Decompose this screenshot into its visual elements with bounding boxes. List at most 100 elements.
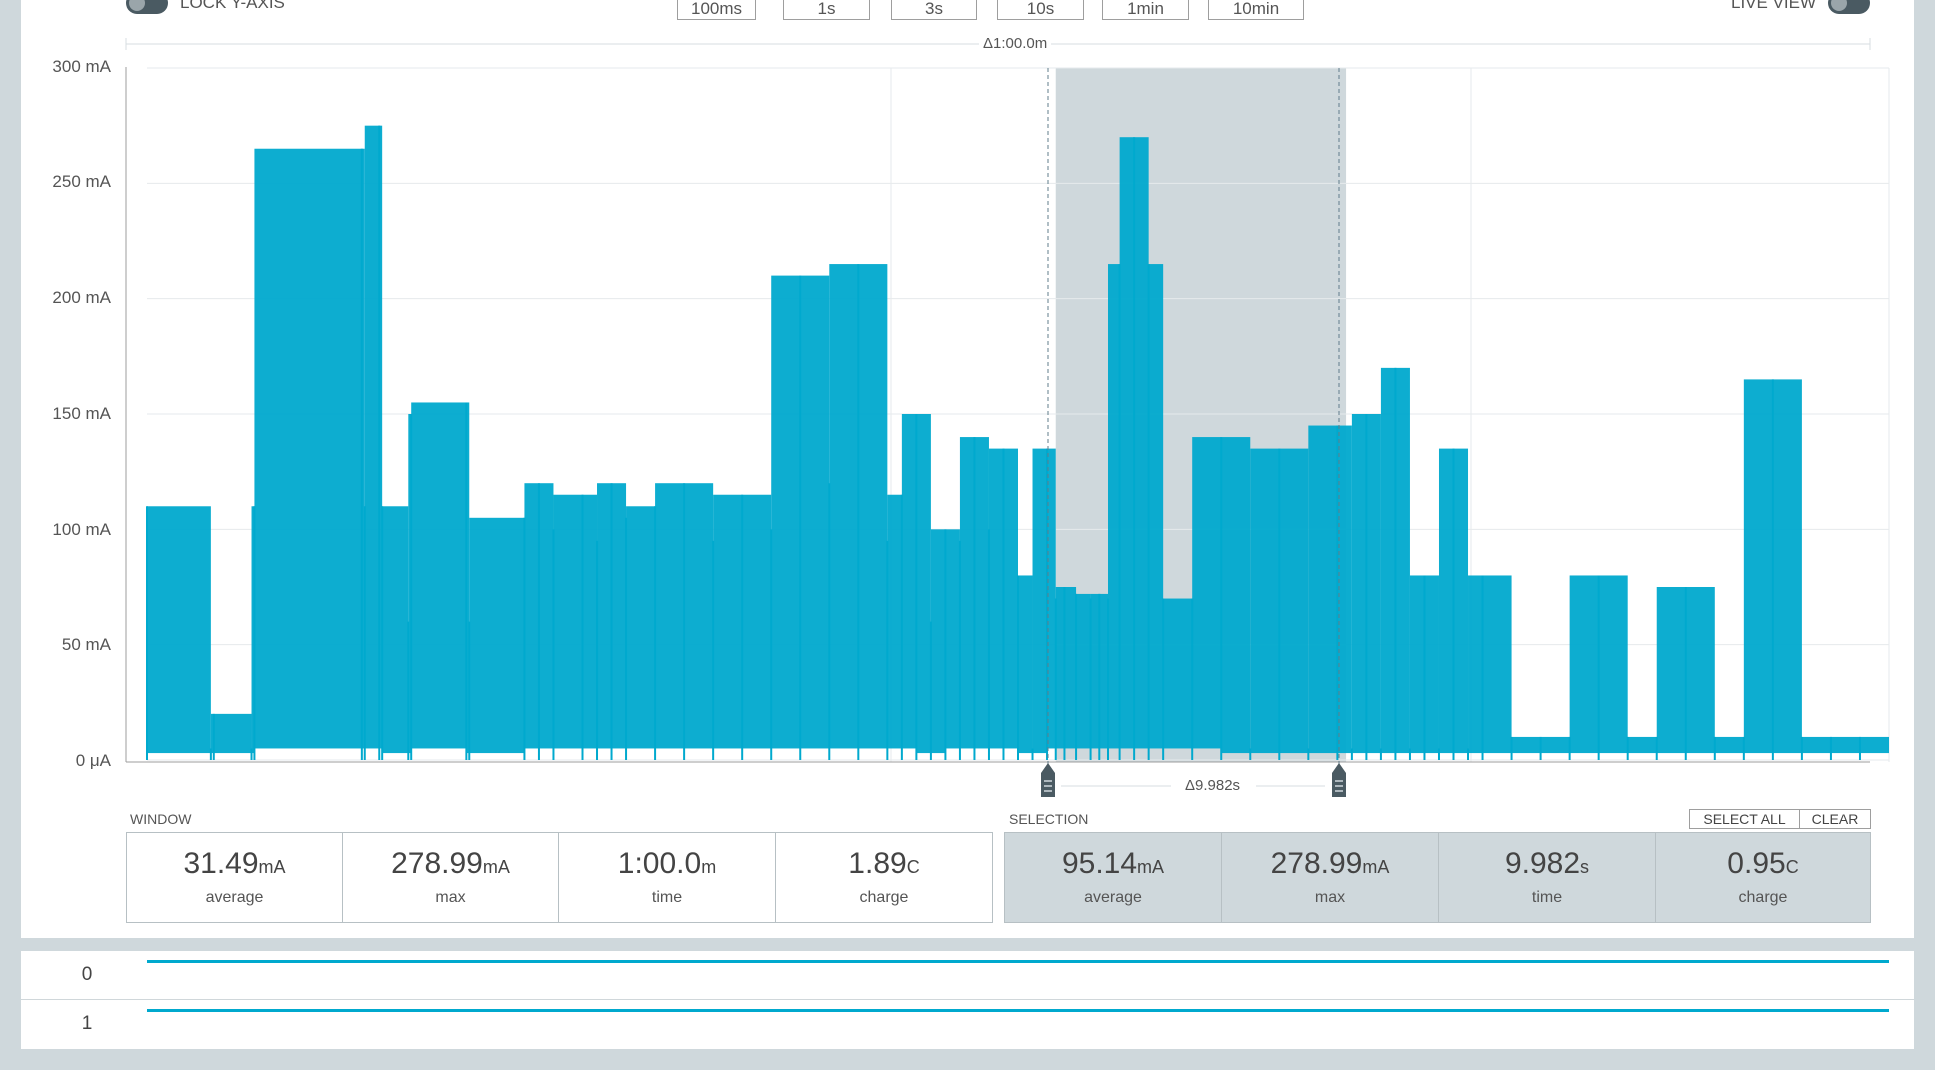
trace-segment <box>1047 448 1056 749</box>
selection-end-handle[interactable] <box>1332 763 1346 797</box>
trace-segment <box>1830 736 1860 754</box>
trace-segment <box>1250 448 1280 754</box>
window-average-unit: mA <box>258 857 286 877</box>
trace-segment <box>147 506 211 754</box>
y-tick-150: 150 mA <box>52 404 111 423</box>
trace-segment <box>597 483 612 749</box>
trace-segment <box>1438 448 1454 754</box>
trace-segment <box>364 125 380 749</box>
selection-time-value: 9.982 <box>1504 847 1581 880</box>
trace-segment <box>210 713 214 754</box>
lock-y-axis-control[interactable]: LOCK Y-AXIS <box>126 0 285 14</box>
window-100ms-button[interactable]: 100ms <box>677 0 756 20</box>
trace-segment <box>382 506 409 754</box>
selection-average-unit: mA <box>1137 857 1165 877</box>
current-chart[interactable] <box>21 0 1914 800</box>
trace-segment <box>930 529 946 754</box>
trace-segment <box>1540 736 1570 754</box>
trace-segment <box>1090 593 1100 749</box>
trace-segment <box>829 264 859 749</box>
y-tick-100: 100 mA <box>52 520 111 539</box>
trace-segment <box>1743 379 1773 754</box>
trace-segment <box>1221 437 1251 754</box>
trace-segment <box>1351 414 1367 754</box>
window-delta-label: Δ1:00.0m <box>979 35 1052 52</box>
trace-segment <box>1801 736 1831 754</box>
y-tick-300: 300 mA <box>52 57 111 76</box>
live-view-label: LIVE VIEW <box>1731 0 1817 12</box>
trace-segment <box>1859 736 1889 754</box>
trace-segment <box>1656 587 1686 754</box>
window-average-value: 31.49 <box>183 847 259 880</box>
trace-segment <box>684 483 714 749</box>
window-charge-value: 1.89 <box>848 847 907 880</box>
y-tick-0: 0 μA <box>75 751 111 770</box>
trace-segment <box>858 264 888 749</box>
trace-segment <box>466 402 470 754</box>
clear-selection-button[interactable]: CLEAR <box>1799 809 1871 829</box>
trace-segment <box>1064 587 1077 749</box>
selection-max-value: 278.99 <box>1270 847 1363 880</box>
trace-segment <box>1192 437 1222 749</box>
trace-segment <box>713 494 743 749</box>
trace-segment <box>1148 264 1164 749</box>
trace-segment <box>524 483 539 749</box>
selection-charge-value: 0.95 <box>1727 847 1786 880</box>
trace-segment <box>1468 575 1483 754</box>
window-time-box: 1:00.0m time <box>558 832 776 923</box>
trace-segment <box>1134 137 1149 749</box>
selection-time-label: time <box>1531 889 1563 906</box>
trace-segment <box>901 414 917 749</box>
window-charge-box: 1.89C charge <box>775 832 993 923</box>
y-tick-250: 250 mA <box>52 172 111 191</box>
window-time-label: time <box>651 889 683 906</box>
trace-segment <box>1366 414 1381 754</box>
trace-segment <box>1598 575 1628 754</box>
trace-segment <box>655 483 685 749</box>
selection-time-unit: s <box>1580 857 1590 877</box>
trace-segment <box>771 275 801 749</box>
trace-segment <box>988 448 1004 749</box>
trace-segment <box>1308 425 1338 754</box>
trace-segment <box>626 506 656 749</box>
window-10min-button[interactable]: 10min <box>1208 0 1304 20</box>
selection-average-box: 95.14mA average <box>1004 832 1222 923</box>
window-max-box: 278.99mA max <box>342 832 559 923</box>
trace-segment <box>408 414 412 754</box>
selection-delta-label: Δ9.982s <box>1181 777 1245 794</box>
digital-channel-0-trace <box>147 960 1889 963</box>
window-average-label: average <box>205 889 264 906</box>
selection-time-box: 9.982s time <box>1438 832 1656 923</box>
trace-segment <box>1511 736 1541 754</box>
live-view-toggle[interactable] <box>1828 0 1871 14</box>
lock-y-axis-toggle[interactable] <box>126 0 168 14</box>
y-tick-200: 200 mA <box>52 288 111 307</box>
window-charge-label: charge <box>859 889 909 906</box>
trace-segment <box>361 148 365 749</box>
selection-start-handle[interactable] <box>1041 763 1055 797</box>
y-tick-50: 50 mA <box>61 635 111 654</box>
trace-segment <box>582 494 598 749</box>
window-10s-button[interactable]: 10s <box>997 0 1084 20</box>
trace-segment <box>553 494 583 749</box>
trace-segment <box>1380 367 1396 754</box>
trace-segment <box>1003 448 1018 749</box>
trace-segment <box>254 148 362 749</box>
trace-segment <box>1119 137 1135 749</box>
trace-segment <box>1032 448 1048 754</box>
window-max-value: 278.99 <box>391 847 483 880</box>
trace-segment <box>800 275 830 749</box>
window-1min-button[interactable]: 1min <box>1102 0 1189 20</box>
trace-segment <box>1163 598 1193 749</box>
live-view-control[interactable]: LIVE VIEW <box>1731 0 1871 14</box>
trace-segment <box>1409 575 1425 754</box>
selection-section-label: SELECTION <box>1009 811 1089 827</box>
lock-y-axis-label: LOCK Y-AXIS <box>180 0 285 12</box>
window-3s-button[interactable]: 3s <box>891 0 977 20</box>
select-all-button[interactable]: SELECT ALL <box>1689 809 1800 829</box>
window-time-value: 1:00.0 <box>617 847 702 880</box>
trace-segment <box>1685 587 1715 754</box>
trace-segment <box>945 529 960 749</box>
window-1s-button[interactable]: 1s <box>783 0 870 20</box>
trace-segment <box>1099 593 1109 749</box>
